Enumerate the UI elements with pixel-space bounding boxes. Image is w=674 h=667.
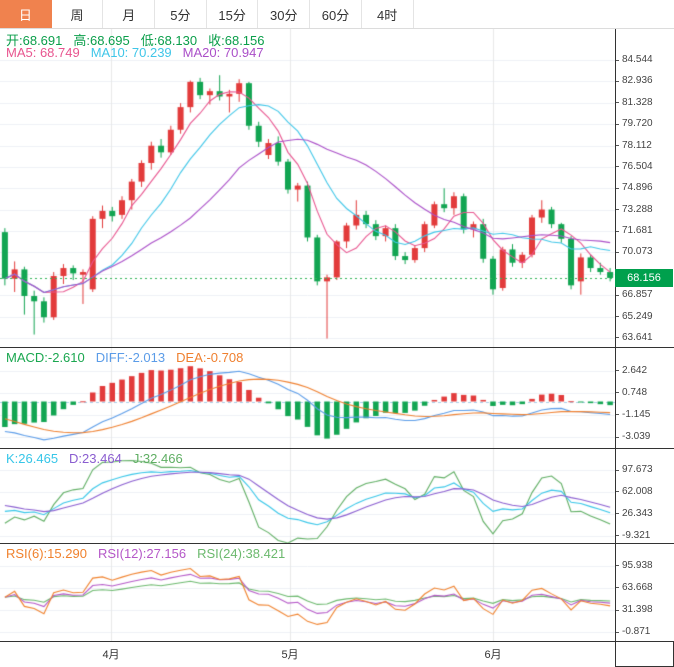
period-tabbar: 日周月 5分 15分 30分 60分 4时 bbox=[0, 0, 674, 29]
tab-period-4[interactable]: 15分 bbox=[206, 0, 259, 28]
panel-separator bbox=[0, 448, 674, 449]
last-price-badge: 68.156 bbox=[615, 268, 673, 287]
tab-period-2[interactable]: 月 bbox=[103, 0, 156, 28]
tab-period-3[interactable]: 5分 bbox=[155, 0, 207, 28]
tab-period-6[interactable]: 60分 bbox=[310, 0, 362, 28]
x-axis-month-label: 4月 bbox=[102, 649, 120, 661]
tab-period-1[interactable]: 周 bbox=[51, 0, 104, 28]
x-axis-month-label: 5月 bbox=[281, 649, 299, 661]
tab-period-7[interactable]: 4时 bbox=[361, 0, 414, 28]
x-axis-month-label: 6月 bbox=[484, 649, 502, 661]
tab-period-5[interactable]: 30分 bbox=[258, 0, 311, 28]
panel-separator bbox=[0, 641, 674, 642]
tab-period-0[interactable]: 日 bbox=[0, 0, 52, 28]
axis-corner-box bbox=[615, 641, 674, 667]
price-axis-line bbox=[615, 29, 616, 667]
chart-canvas[interactable] bbox=[0, 29, 615, 641]
panel-separator bbox=[0, 543, 674, 544]
panel-separator bbox=[0, 347, 674, 348]
